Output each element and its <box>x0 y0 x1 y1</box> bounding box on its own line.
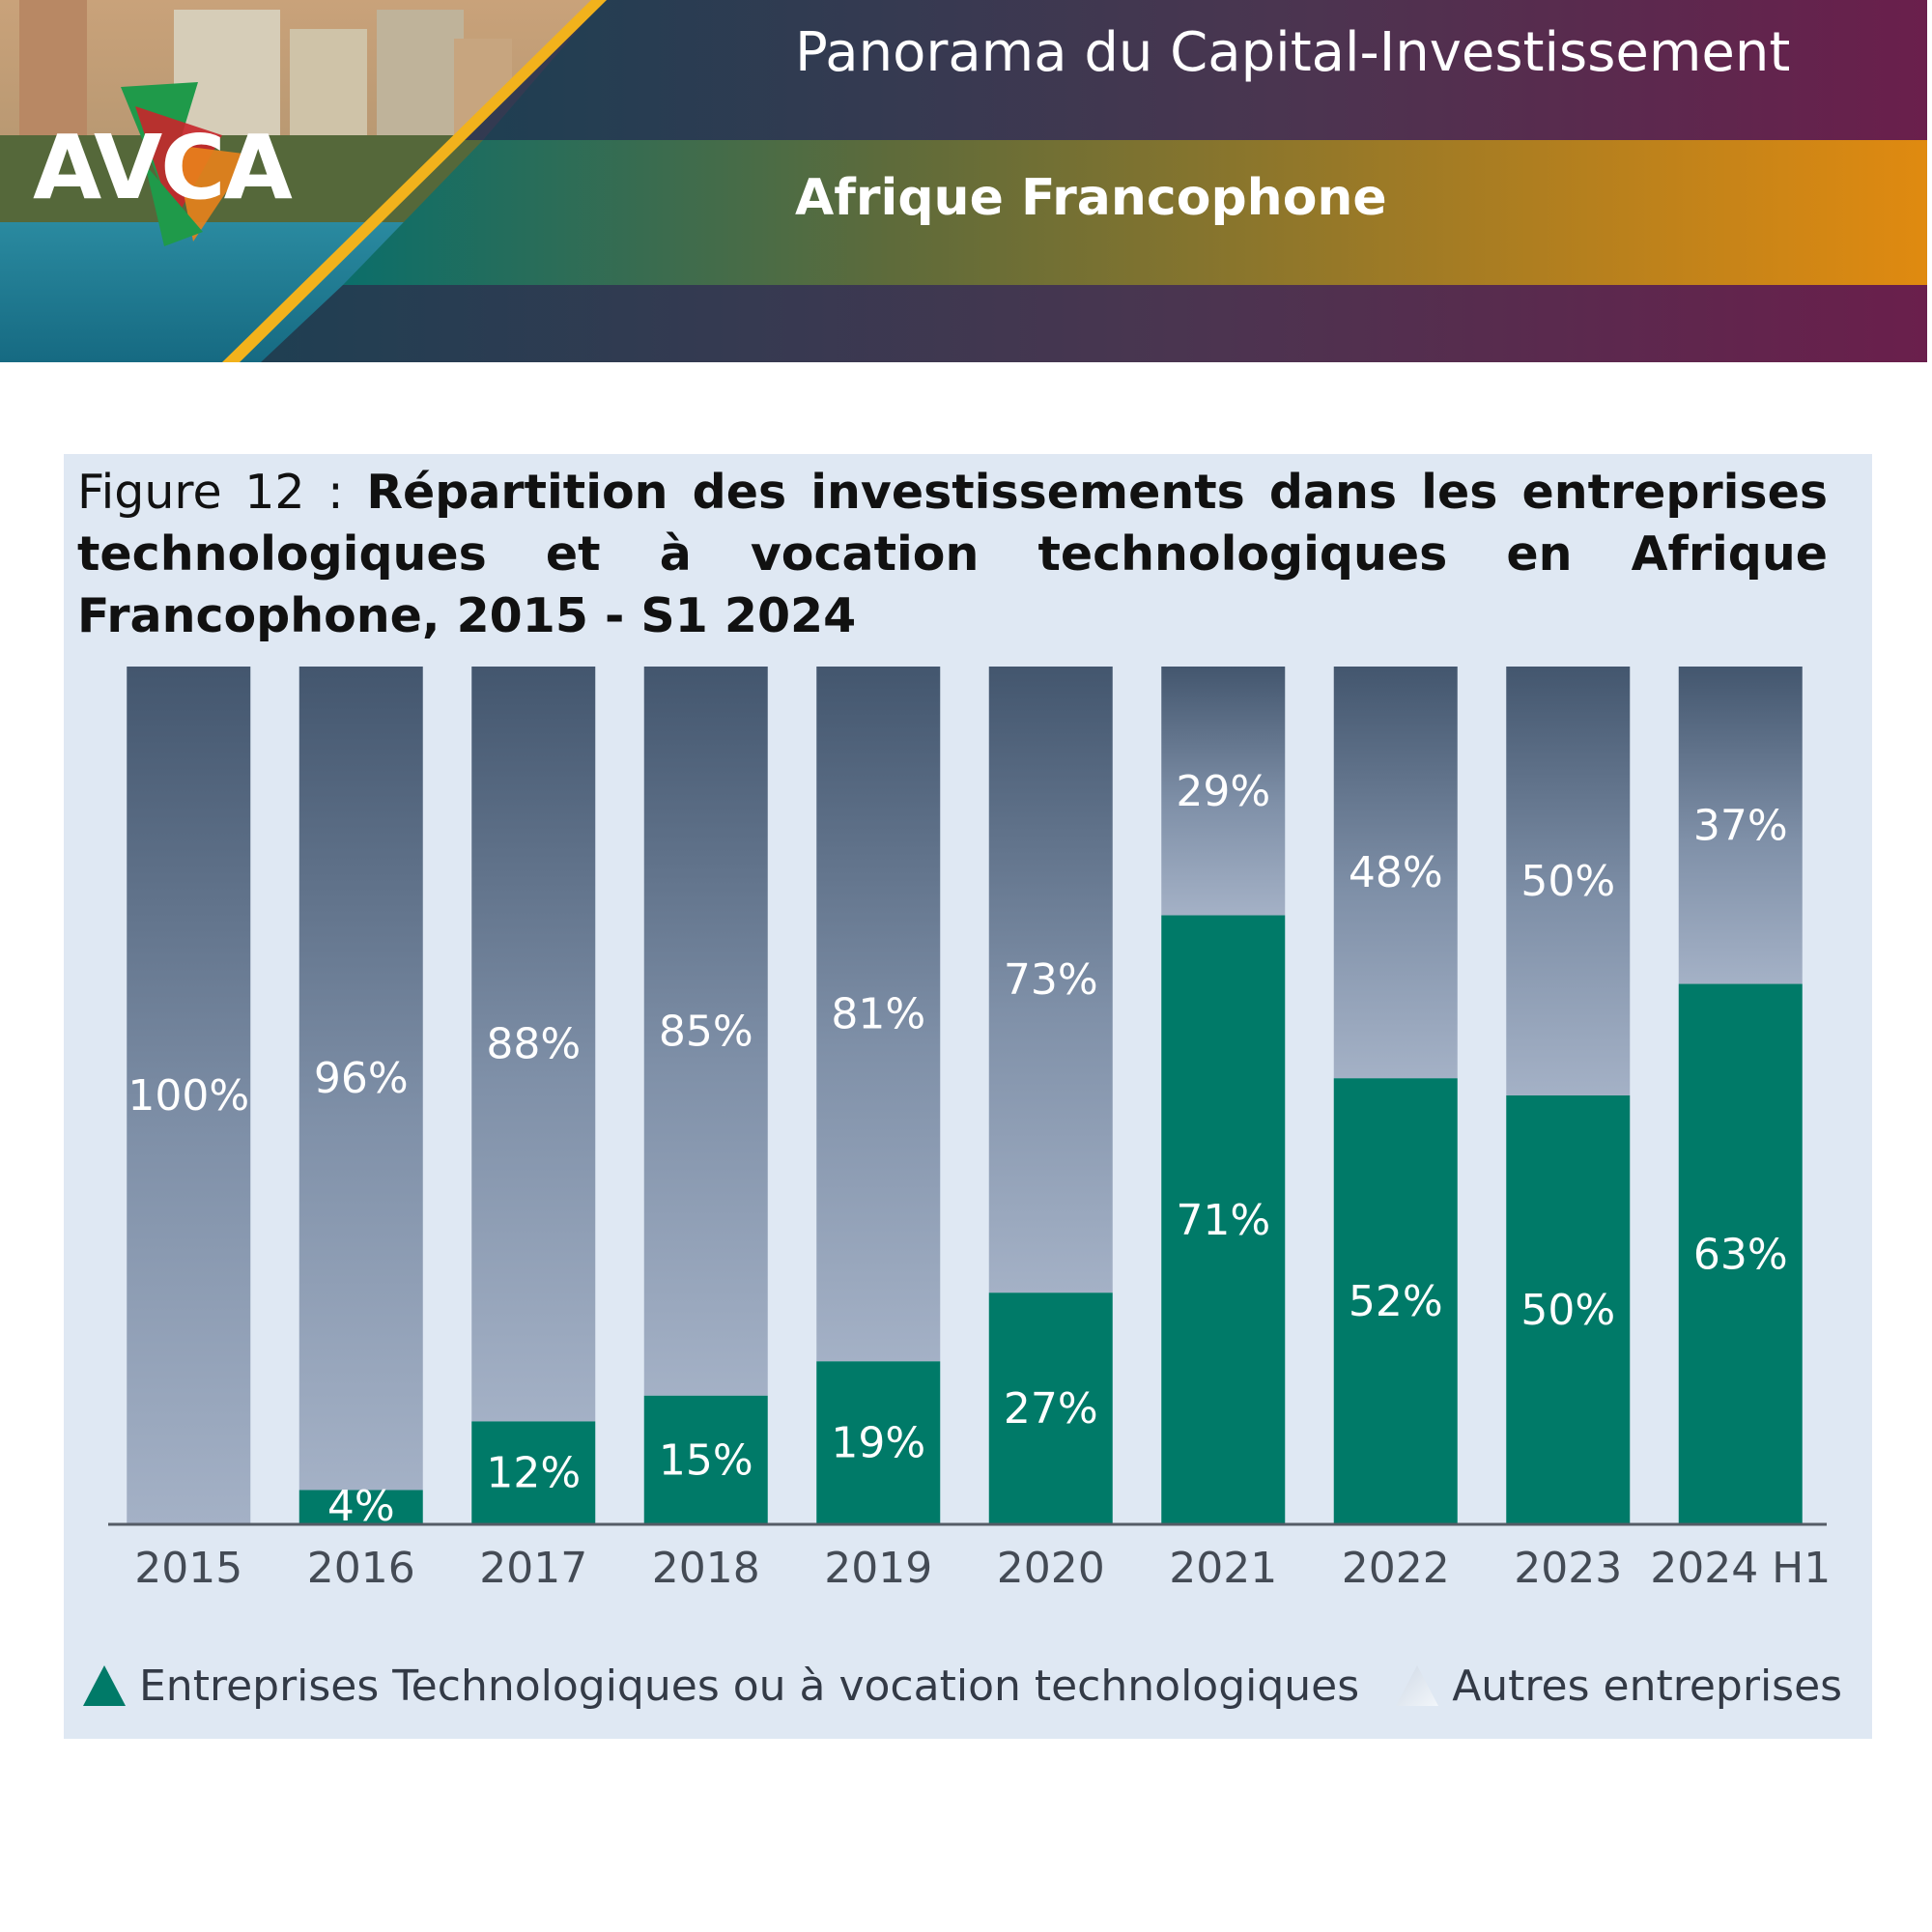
bar-other-2021 <box>1161 667 1286 916</box>
x-tick-label-2016: 2016 <box>307 1544 415 1593</box>
data-label-other-2024-H1: 37% <box>1693 801 1788 850</box>
bar-other-2016 <box>298 667 423 1491</box>
bar-tech-2021 <box>1161 915 1286 1524</box>
legend-item-other: Autres entreprises <box>1394 1662 1842 1711</box>
x-tick-label-2021: 2021 <box>1169 1544 1277 1593</box>
bar-other-2017 <box>471 667 596 1422</box>
bar-other-2018 <box>643 667 768 1396</box>
avca-logo-mark <box>121 82 251 246</box>
data-label-tech-2021: 71% <box>1176 1196 1270 1245</box>
bar-tech-2016 <box>298 1490 423 1524</box>
bar-other-2022 <box>1333 667 1458 1079</box>
x-tick-labels: 2015 2016 2017 2018 2019 2020 2021 2022 2023 2024… <box>134 1544 1831 1593</box>
bar-other-2023 <box>1506 667 1631 1095</box>
x-tick-label-2018: 2018 <box>652 1544 760 1593</box>
bar-other-2019 <box>816 667 941 1362</box>
banner-background <box>0 0 1927 362</box>
data-label-tech-2017: 12% <box>486 1449 581 1498</box>
x-tick-label-2024-H1: 2024 H1 <box>1650 1544 1831 1593</box>
bar-tech-2020 <box>988 1293 1113 1524</box>
data-label-other-2022: 48% <box>1349 848 1443 897</box>
data-label-tech-2019: 19% <box>831 1419 925 1468</box>
report-banner: AVCA Panorama du Capital-Investissement … <box>0 0 1927 362</box>
x-tick-label-2023: 2023 <box>1514 1544 1622 1593</box>
bar-tech-2017 <box>471 1421 596 1524</box>
bar-tech-2018 <box>643 1395 768 1524</box>
avca-logo-text: AVCA <box>33 116 293 219</box>
data-label-other-2016: 96% <box>314 1054 409 1103</box>
legend-swatch-tech <box>83 1665 126 1706</box>
data-label-tech-2022: 52% <box>1349 1277 1443 1326</box>
data-label-other-2020: 73% <box>1004 955 1098 1005</box>
data-label-other-2018: 85% <box>659 1007 753 1056</box>
x-tick-label-2017: 2017 <box>479 1544 587 1593</box>
bar-tech-2023 <box>1506 1095 1631 1524</box>
figure-title: Figure 12 : Répartition des investisseme… <box>77 462 1828 647</box>
data-label-tech-2020: 27% <box>1004 1384 1098 1434</box>
data-label-tech-2018: 15% <box>659 1435 753 1485</box>
data-label-tech-2024-H1: 63% <box>1693 1230 1788 1279</box>
legend: Entreprises Technologiques ou à vocation… <box>81 1657 1868 1715</box>
bar-other-2024-H1 <box>1678 667 1803 984</box>
bar-other-2020 <box>988 667 1113 1293</box>
banner-title: Panorama du Capital-Investissement <box>795 21 1791 84</box>
figure-number: Figure 12 : <box>77 465 367 520</box>
figure-caption: Répartition des investissements dans les… <box>77 465 1829 643</box>
legend-label-other: Autres entreprises <box>1452 1661 1843 1711</box>
data-label-other-2021: 29% <box>1176 767 1270 816</box>
x-tick-label-2015: 2015 <box>134 1544 242 1593</box>
legend-item-tech: Entreprises Technologiques ou à vocation… <box>81 1662 1359 1711</box>
legend-swatch-other <box>1396 1665 1439 1706</box>
data-label-other-2019: 81% <box>831 990 925 1039</box>
legend-label-tech: Entreprises Technologiques ou à vocation… <box>139 1661 1360 1711</box>
x-tick-label-2022: 2022 <box>1342 1544 1450 1593</box>
bar-tech-2019 <box>816 1361 941 1524</box>
x-tick-label-2020: 2020 <box>997 1544 1105 1593</box>
data-label-other-2023: 50% <box>1520 857 1615 906</box>
data-label-other-2015: 100% <box>128 1071 249 1121</box>
bar-tech-2022 <box>1333 1078 1458 1524</box>
data-label-tech-2023: 50% <box>1520 1286 1615 1335</box>
data-label-other-2017: 88% <box>486 1020 581 1069</box>
bars-group: 100% 96%4%88%12%85%15%81%19%73%27%29%71%4… <box>127 667 1803 1531</box>
bar-other-2015 <box>127 667 251 1524</box>
banner-subtitle: Afrique Francophone <box>795 169 1387 227</box>
bar-tech-2024-H1 <box>1678 983 1803 1524</box>
figure-panel: Figure 12 : Répartition des investisseme… <box>64 454 1872 1739</box>
x-tick-label-2019: 2019 <box>824 1544 932 1593</box>
stacked-bar-chart: 100% 96%4%88%12%85%15%81%19%73%27%29%71%4… <box>108 667 1831 1593</box>
